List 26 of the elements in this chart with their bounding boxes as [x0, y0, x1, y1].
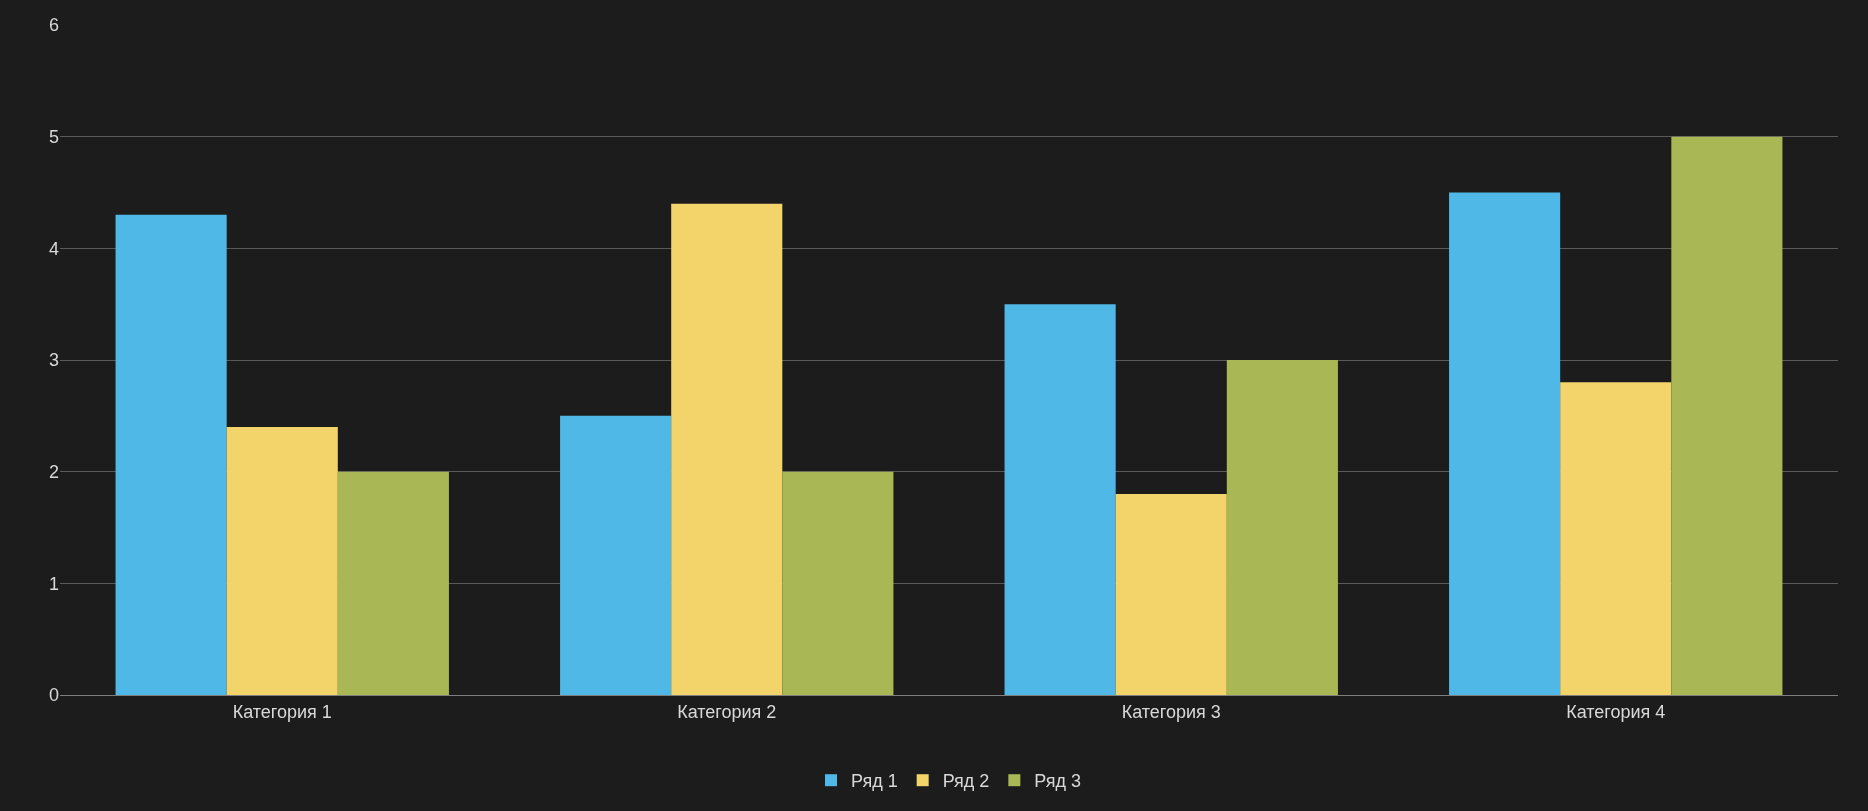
- y-tick-label: 1: [48, 573, 59, 594]
- y-tick-label: 0: [48, 685, 59, 706]
- bar: [337, 471, 449, 695]
- y-tick-label: 2: [48, 461, 59, 482]
- y-tick-label: 3: [48, 350, 59, 371]
- legend-label: Ряд 1: [851, 771, 898, 792]
- y-tick-label: 4: [48, 238, 59, 259]
- bar: [1004, 304, 1116, 695]
- bar: [1560, 382, 1672, 695]
- bar: [782, 471, 894, 695]
- y-tick-label: 5: [48, 126, 59, 147]
- bar: [226, 427, 338, 695]
- x-tick-label: Категория 2: [677, 701, 777, 722]
- legend-label: Ряд 3: [1034, 771, 1082, 792]
- legend-label: Ряд 2: [942, 771, 990, 792]
- x-tick-label: Категория 1: [232, 701, 332, 722]
- bar: [1449, 192, 1561, 695]
- bar: [115, 214, 227, 695]
- x-tick-label: Категория 3: [1121, 701, 1221, 722]
- bar: [671, 203, 783, 695]
- bar: [1115, 494, 1227, 695]
- bar: [1671, 136, 1783, 695]
- bar: [1226, 360, 1338, 695]
- bar: [560, 415, 672, 695]
- y-tick-label: 6: [48, 15, 59, 36]
- x-tick-label: Категория 4: [1566, 701, 1666, 722]
